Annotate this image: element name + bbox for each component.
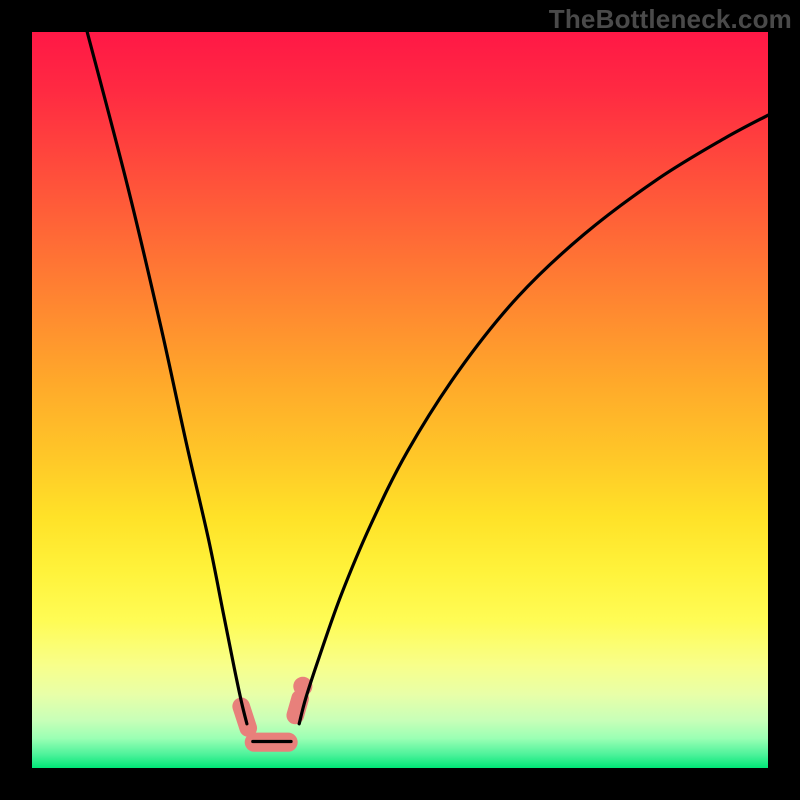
plot-area: [32, 32, 768, 768]
watermark-text: TheBottleneck.com: [549, 4, 792, 35]
figure-root: TheBottleneck.com: [0, 0, 800, 800]
plot-background: [32, 32, 768, 768]
bottleneck-chart-svg: [0, 0, 800, 800]
